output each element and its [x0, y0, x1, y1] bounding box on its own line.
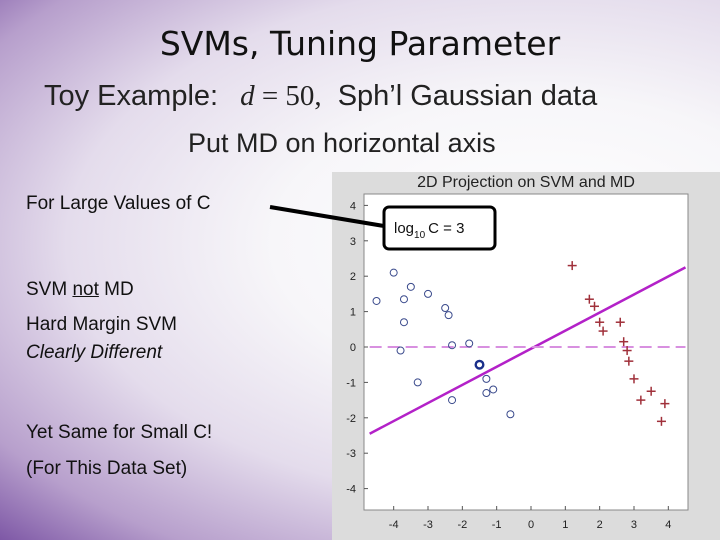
lines-layer — [369, 266, 687, 435]
highlighted-circle-point — [474, 359, 485, 370]
circle-point — [424, 289, 433, 298]
plus-point — [624, 356, 634, 366]
plus-point — [619, 337, 629, 347]
circle-point — [396, 346, 405, 355]
circle-point — [482, 374, 491, 383]
plus-point — [595, 317, 605, 327]
plus-point — [567, 261, 577, 271]
annotation-sub: 10 — [414, 230, 426, 241]
text-svm-not-md: SVM not MD — [26, 279, 134, 301]
circle-point — [406, 282, 415, 291]
points-layer — [372, 261, 670, 426]
plus-point — [636, 395, 646, 405]
circle-point — [399, 318, 408, 327]
circle-point — [448, 341, 457, 350]
y-tick-label: 1 — [350, 307, 356, 319]
subtitle: Toy Example: d = 50, Sph’l Gaussian data — [44, 80, 597, 113]
x-tick-label: 4 — [665, 519, 671, 531]
text-large-c: For Large Values of C — [26, 193, 211, 214]
slide-title: SVMs, Tuning Parameter — [159, 24, 561, 63]
subtitle-suffix: Sph’l Gaussian data — [337, 80, 598, 112]
plus-point — [590, 301, 600, 311]
x-tick-label: 1 — [562, 519, 568, 531]
x-axis-ticks: -4 -3 -2 -1 0 1 2 3 4 — [389, 506, 671, 531]
y-tick-label: -2 — [346, 413, 356, 425]
callout-line — [269, 205, 385, 228]
circle-point — [489, 385, 498, 394]
circle-point — [399, 295, 408, 304]
y-tick-label: -1 — [346, 377, 356, 389]
circle-point — [448, 396, 457, 405]
plus-point — [629, 374, 639, 384]
circle-point — [506, 410, 515, 419]
x-tick-label: 3 — [631, 519, 637, 531]
chart-title: 2D Projection on SVM and MD — [417, 174, 635, 191]
circle-point — [413, 378, 422, 387]
plus-point — [646, 386, 656, 396]
y-tick-label: 0 — [350, 342, 356, 354]
svm-direction-line — [369, 266, 687, 435]
subtitle-math: d = 50, — [240, 80, 322, 112]
plus-point — [584, 294, 594, 304]
circle-point — [389, 268, 398, 277]
circle-point — [441, 304, 450, 313]
plus-point — [615, 317, 625, 327]
y-tick-label: 3 — [350, 236, 356, 248]
y-axis-ticks: -4 -3 -2 -1 0 1 2 3 4 — [346, 200, 368, 496]
svm-not: not — [72, 279, 99, 300]
subtitle-md-axis: Put MD on horizontal axis — [188, 128, 496, 158]
x-tick-label: -3 — [423, 519, 433, 531]
math-variable: d — [240, 80, 255, 112]
x-tick-label: 2 — [597, 519, 603, 531]
text-data-set: (For This Data Set) — [26, 458, 188, 479]
svm-pre: SVM — [26, 279, 73, 300]
x-tick-label: 0 — [528, 519, 534, 531]
y-tick-label: 2 — [350, 271, 356, 283]
text-small-c: Yet Same for Small C! — [26, 422, 213, 443]
circle-point — [372, 296, 381, 305]
svm-post: MD — [98, 279, 134, 300]
math-rest: = 50, — [254, 80, 322, 112]
x-tick-label: -2 — [457, 519, 467, 531]
y-tick-label: 4 — [350, 200, 356, 212]
plus-point — [660, 399, 670, 409]
text-clearly-different: Clearly Different — [26, 342, 163, 363]
plus-point — [622, 346, 632, 356]
x-tick-label: -4 — [389, 519, 399, 531]
x-tick-label: -1 — [492, 519, 502, 531]
annotation-box — [382, 205, 497, 251]
text-hard-margin: Hard Margin SVM — [26, 314, 177, 335]
circle-point — [444, 311, 453, 320]
annotation-rest: C = 3 — [428, 220, 464, 237]
plus-point — [598, 326, 608, 336]
annotation: log10 C = 3 — [382, 205, 497, 251]
y-tick-label: -3 — [346, 448, 356, 460]
subtitle-prefix: Toy Example: — [44, 80, 219, 112]
annotation-base: log — [394, 220, 414, 237]
y-tick-label: -4 — [346, 484, 356, 496]
circle-point — [482, 389, 491, 398]
circle-point — [465, 339, 474, 348]
plus-point — [656, 416, 666, 426]
annotation-text: log10 C = 3 — [394, 220, 464, 241]
